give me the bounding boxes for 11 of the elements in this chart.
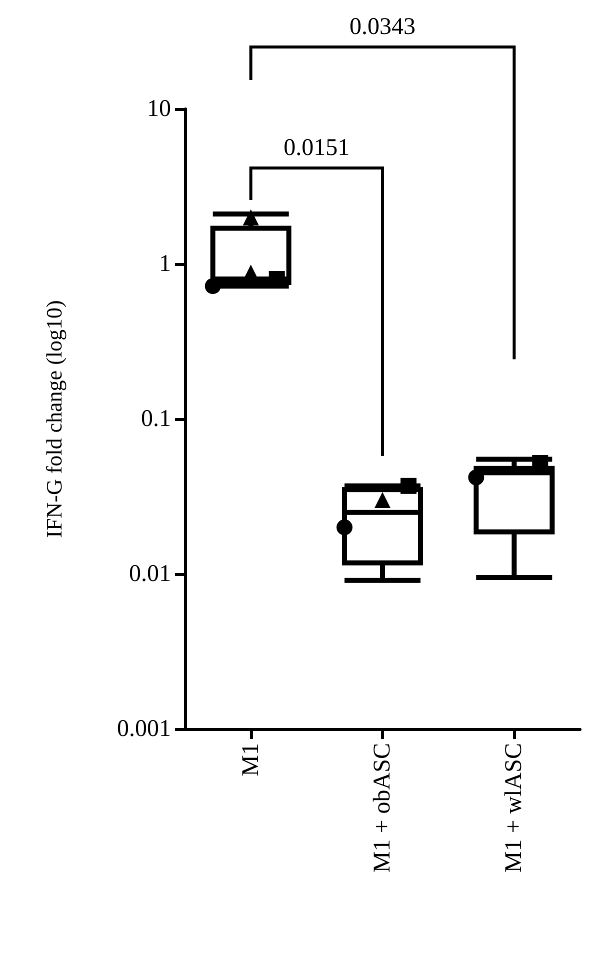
y-tick-label: 1 xyxy=(159,251,171,277)
y-tick-label: 0.01 xyxy=(129,561,171,587)
x-tick-label: M1 + obASC xyxy=(370,743,396,873)
y-axis-title: IFN-G fold change (log10) xyxy=(42,300,66,538)
y-tick-label: 0.1 xyxy=(141,406,171,432)
y-tick-label: 10 xyxy=(147,96,171,122)
x-tick-label: M1 xyxy=(238,743,264,776)
y-tick-label: 0.001 xyxy=(117,716,171,742)
annotation: 0.0151 xyxy=(284,135,350,161)
x-tick-label: M1 + wlASC xyxy=(501,743,528,873)
text: 0.0343 xyxy=(350,14,416,40)
